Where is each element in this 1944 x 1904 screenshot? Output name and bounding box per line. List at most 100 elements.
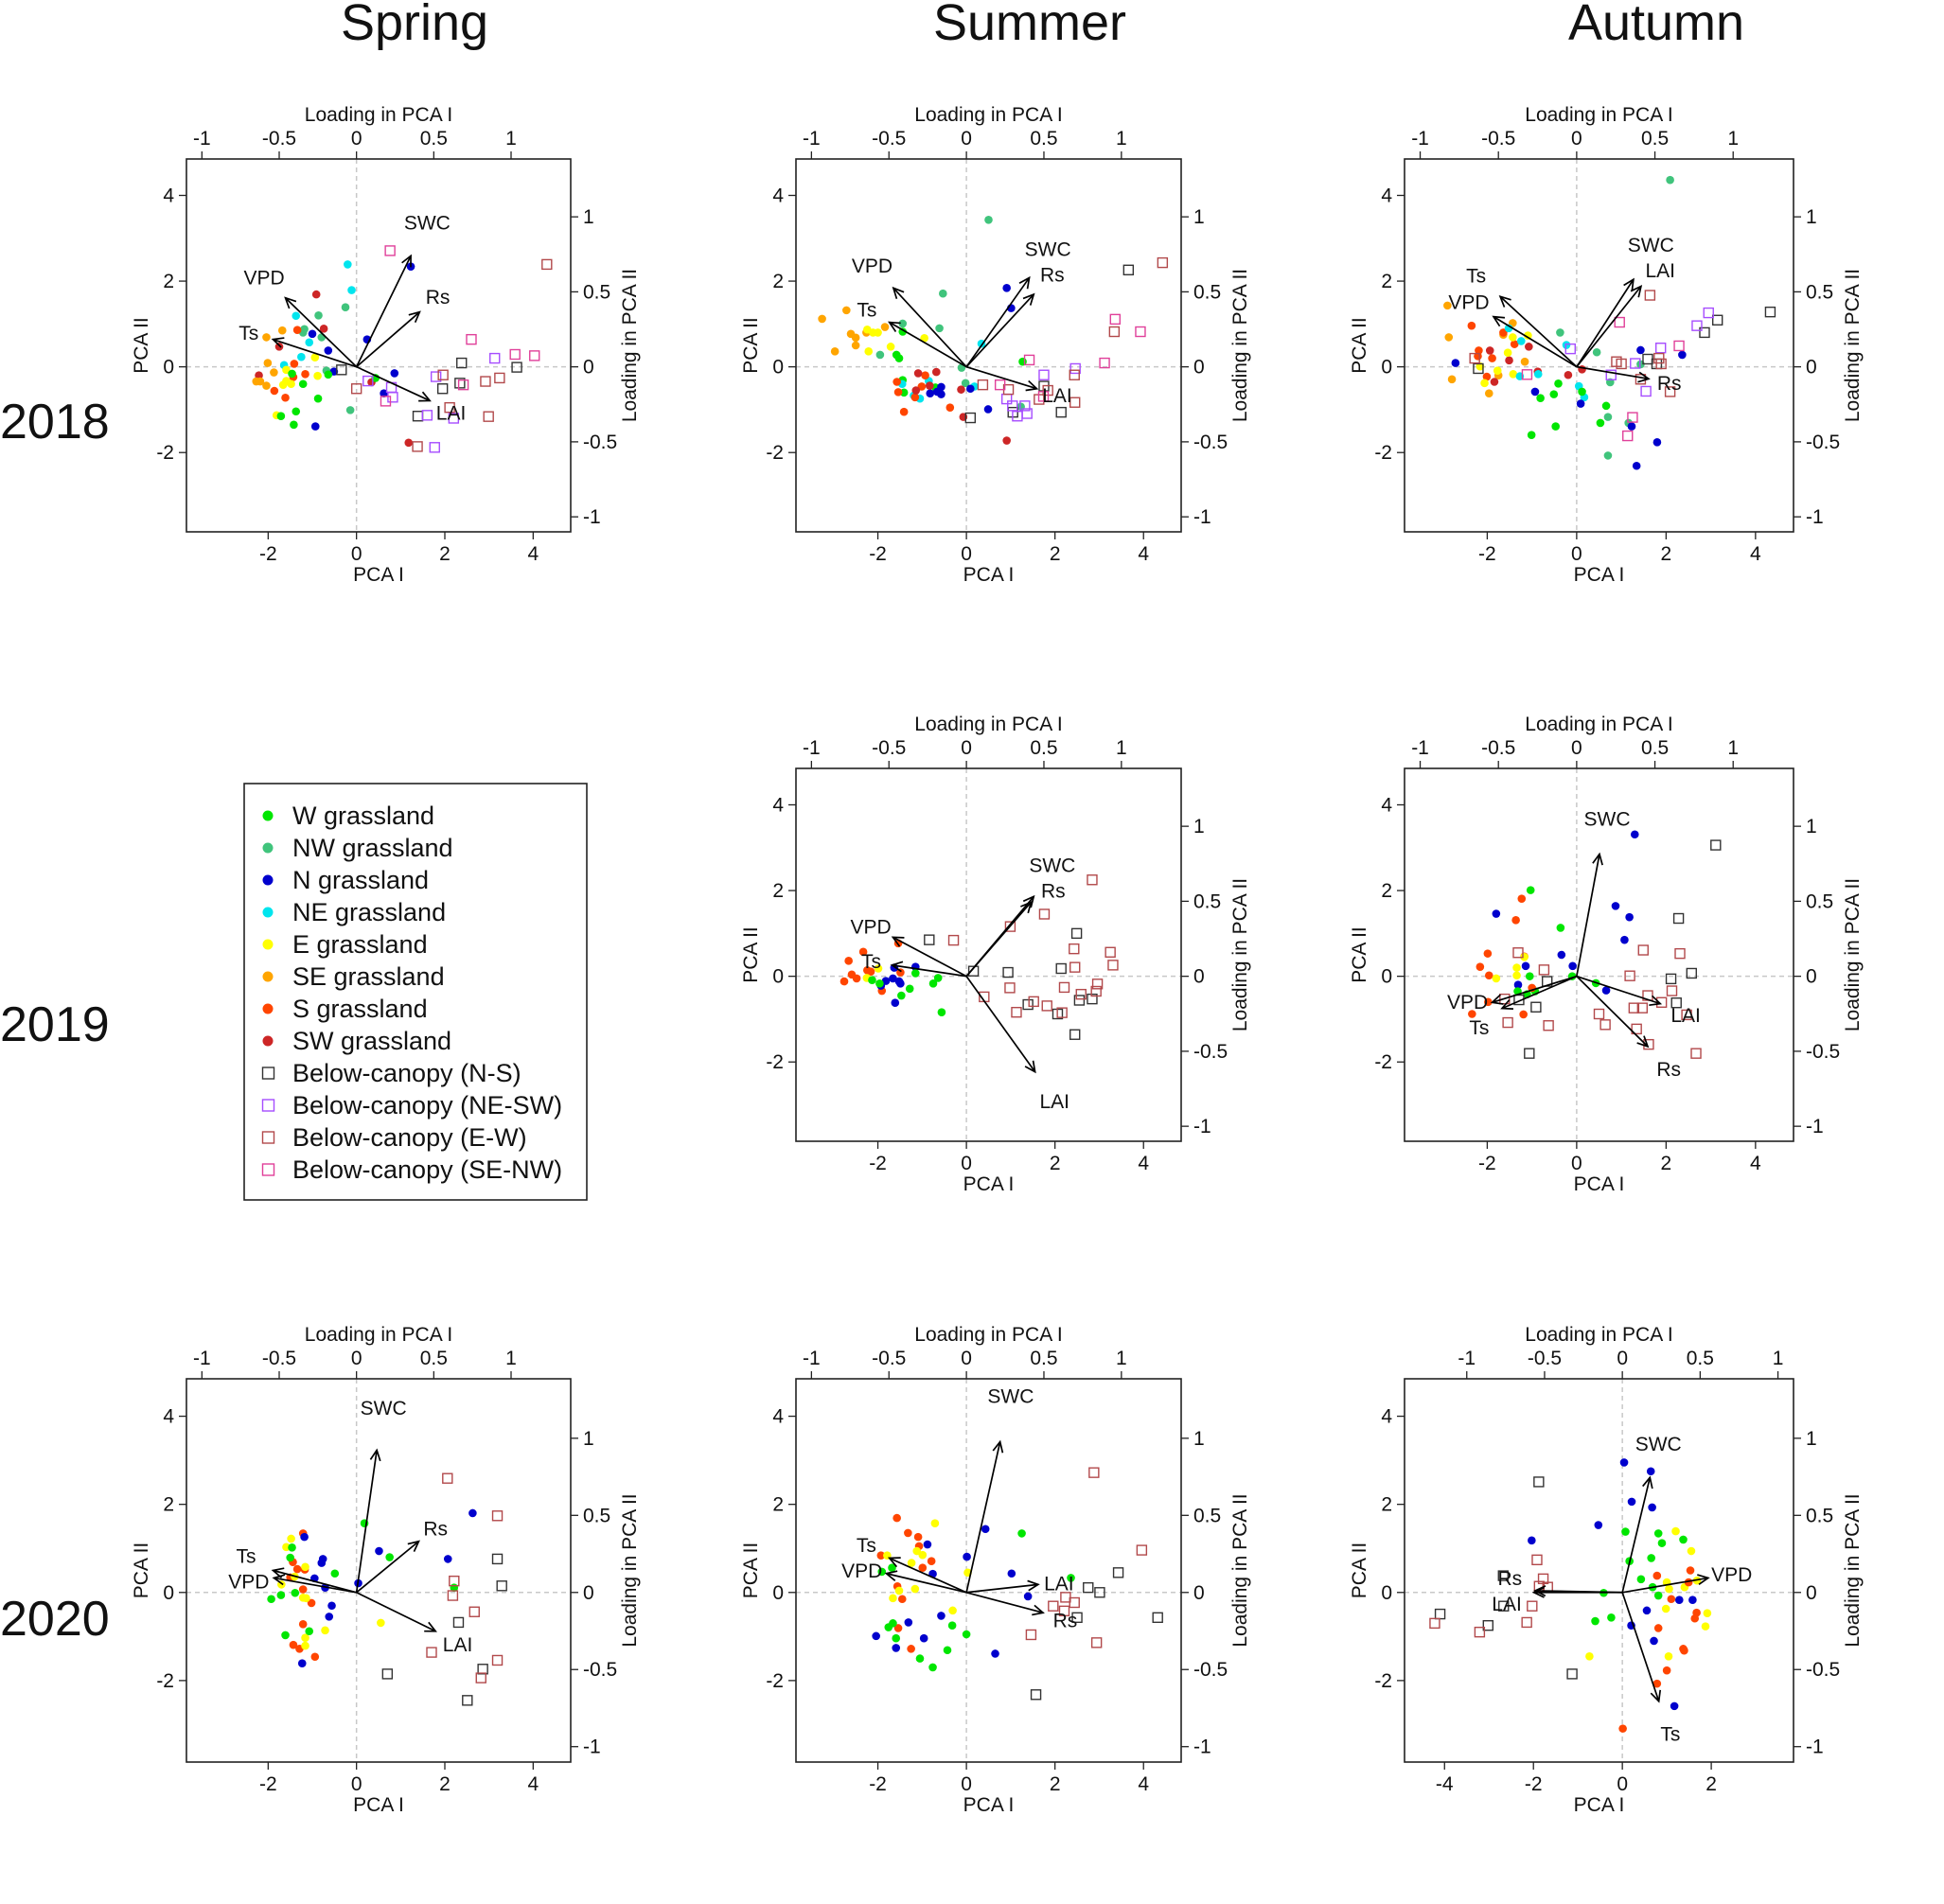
right-tick-label: 0.5 [1193,890,1221,912]
x-tick-label: 4 [1750,1153,1761,1174]
legend-marker-circle [262,842,274,854]
point-e [864,347,874,356]
loading-arrow-swc: SWC [355,212,451,368]
arrow-label: SWC [1628,235,1674,256]
arrow-label: LAI [443,1634,473,1656]
point-w [288,369,296,379]
point-n [468,1508,477,1518]
point-sw [1490,378,1499,386]
top-tick-label: -0.5 [262,1348,296,1369]
arrow-shaft [965,293,1034,368]
top-axis-title: Loading in PCA I [914,1324,1062,1346]
point-ew [1681,1009,1692,1021]
loading-arrow-ts: Ts [239,323,357,368]
point-ns [1710,839,1722,851]
point-n [966,384,975,394]
top-tick-label: -1 [803,128,821,150]
point-ew [1041,1000,1052,1012]
point-e [282,365,291,375]
point-s [899,407,909,416]
point-ew [1543,1020,1554,1031]
arrow-head [424,1621,437,1632]
point-e [1509,333,1517,342]
point-w [877,1567,887,1577]
point-e [1493,366,1502,376]
point-n [308,329,317,339]
point-e [287,1534,295,1543]
point-s [298,1619,308,1629]
point-ew [1069,369,1080,380]
loading-arrow-swc: SWC [355,1398,407,1593]
point-e [1664,1651,1673,1661]
point-w [1549,390,1559,398]
loading-arrow-ts: Ts [1621,1592,1680,1746]
right-tick-label: -0.5 [583,432,617,453]
point-n [983,405,993,414]
plot-frame [186,1378,572,1763]
point-ew [1616,358,1627,370]
arrow-shaft [1622,1577,1708,1594]
arrow-label: Rs [1657,373,1682,395]
point-e [1701,1622,1710,1631]
point-ew [1105,946,1116,958]
y-tick-label: -2 [1374,1670,1392,1692]
top-tick-label: -1 [1411,737,1429,759]
point-nesw [430,371,442,382]
y-tick-label: 2 [772,880,784,902]
y-tick-label: 0 [772,357,784,379]
point-ns [436,383,449,395]
right-tick-label: -0.5 [1806,432,1840,453]
point-n [904,1618,913,1627]
top-axis-title: Loading in PCA I [914,104,1062,126]
x-tick-label: -2 [869,1153,887,1174]
right-axis-title: Loading in PCA II [1842,1493,1864,1647]
point-ns [1566,1668,1578,1680]
point-ns [1152,1612,1163,1624]
point-ew [1136,1544,1148,1556]
legend-marker-square [261,1131,275,1144]
point-nesw [1019,400,1031,412]
point-w [943,1646,952,1655]
point-w [888,1563,896,1573]
point-se [818,314,826,324]
point-ns [1055,406,1067,418]
x-axis-title: PCA I [1574,564,1625,586]
x-tick-label: -4 [1436,1773,1454,1795]
point-nw [1556,328,1564,337]
point-n [1678,350,1687,360]
legend-label: NE grassland [292,898,446,926]
loading-arrow-lai: LAI [356,365,466,425]
point-ew [1636,1002,1649,1014]
point-se [277,326,287,335]
point-e [1703,1609,1712,1617]
arrow-shaft [355,255,412,368]
legend-marker-circle [262,810,274,821]
point-s [904,1528,912,1538]
x-tick-label: -2 [259,543,277,565]
right-tick-label: 0 [583,357,594,379]
point-w [897,991,906,1000]
y-tick-label: -2 [766,1051,784,1073]
x-tick-label: 0 [351,1773,362,1795]
point-s [290,360,299,368]
point-n [1630,830,1639,839]
point-s [1686,1566,1695,1575]
point-nw [1603,413,1613,421]
point-n [1650,1636,1658,1646]
top-tick-label: 0.5 [420,1348,448,1369]
point-ns [1002,966,1014,978]
right-tick-label: 0 [1193,357,1205,379]
point-n [937,1612,945,1620]
arrow-head [401,254,412,268]
point-ew [1056,1007,1068,1018]
point-w [1525,972,1534,980]
point-ne [1533,370,1543,379]
y-tick-label: 0 [772,1582,784,1604]
arrow-label: LAI [1044,1573,1074,1595]
point-nesw [1605,369,1617,380]
x-tick-label: -2 [1525,1773,1543,1795]
right-tick-label: -1 [1193,1116,1211,1137]
point-n [991,1649,999,1658]
point-ns [1672,912,1685,925]
